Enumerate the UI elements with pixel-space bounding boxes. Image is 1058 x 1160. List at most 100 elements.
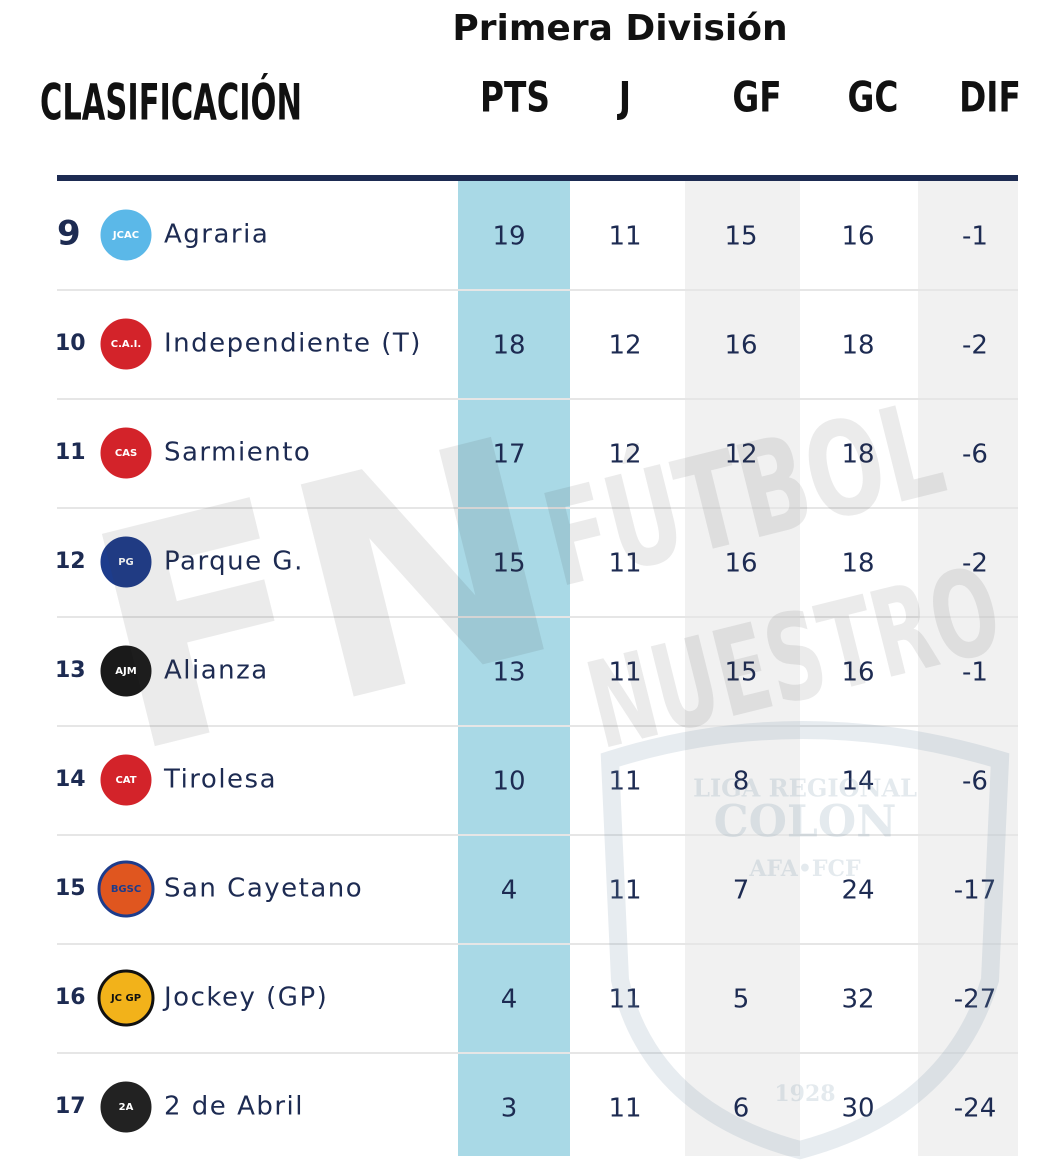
team-logo xyxy=(97,533,155,591)
gf-column-bg xyxy=(685,178,800,1156)
team-logo-text: C.A.I. xyxy=(111,339,141,350)
stat-value: -2 xyxy=(962,331,988,361)
team-logo xyxy=(97,642,155,700)
team-name: Sarmiento xyxy=(164,438,311,468)
stat-value: 16 xyxy=(841,658,874,688)
team-logo xyxy=(97,751,155,809)
stat-value: 30 xyxy=(841,1094,874,1124)
team-logo-text: BGSC xyxy=(111,884,141,895)
team-logo-text: JC GP xyxy=(110,993,141,1004)
position: 16 xyxy=(55,985,86,1010)
stat-value: 12 xyxy=(608,331,641,361)
rows: 9 JCAC Agraria 19 11 15 16 -1 10 C.A.I. Independie… xyxy=(55,206,1018,1136)
stat-value: 10 xyxy=(492,767,525,797)
team-logo-text: AJM xyxy=(115,666,136,677)
stat-value: -1 xyxy=(962,658,988,688)
crest-text: 1928 xyxy=(774,1081,835,1107)
team-logo-text: 2A xyxy=(119,1102,134,1113)
team-logo xyxy=(97,1078,155,1136)
team-logo xyxy=(97,424,155,482)
position: 13 xyxy=(55,658,86,683)
stat-value: 15 xyxy=(724,658,757,688)
stat-value: 17 xyxy=(492,440,525,470)
position: 14 xyxy=(55,767,86,792)
stat-value: -27 xyxy=(954,985,996,1015)
column-header: GC xyxy=(848,73,899,122)
league-title: Primera División xyxy=(452,8,787,49)
team-logo-text: CAT xyxy=(115,775,136,786)
stat-value: 11 xyxy=(608,549,641,579)
stat-value: 4 xyxy=(501,985,518,1015)
stat-value: 19 xyxy=(492,222,525,252)
stat-value: 32 xyxy=(841,985,874,1015)
stat-value: 7 xyxy=(733,876,750,906)
stat-value: 16 xyxy=(724,549,757,579)
team-logo xyxy=(97,315,155,373)
stat-value: 4 xyxy=(501,876,518,906)
stat-value: 11 xyxy=(608,767,641,797)
stat-value: 12 xyxy=(608,440,641,470)
column-header: DIF xyxy=(959,73,1021,122)
team-logo xyxy=(97,860,155,918)
stat-value: -24 xyxy=(954,1094,996,1124)
stat-value: 18 xyxy=(492,331,525,361)
stat-value: 13 xyxy=(492,658,525,688)
position: 12 xyxy=(55,549,86,574)
crest-text: COLON xyxy=(714,797,897,848)
stat-value: -1 xyxy=(962,222,988,252)
team-name: Alianza xyxy=(164,656,269,686)
stat-value: 18 xyxy=(841,331,874,361)
stat-value: 11 xyxy=(608,985,641,1015)
team-logo xyxy=(97,969,155,1027)
stat-value: 14 xyxy=(841,767,874,797)
stat-value: 12 xyxy=(724,440,757,470)
stat-value: 11 xyxy=(608,1094,641,1124)
crest-outline xyxy=(600,721,1010,1160)
team-logo-text: CAS xyxy=(115,448,137,459)
team-logo-text: PG xyxy=(118,557,134,568)
position: 9 xyxy=(57,214,81,254)
stat-value: 5 xyxy=(733,985,750,1015)
column-headers: PTS J GF GC DIF xyxy=(480,73,1021,122)
team-name: Agraria xyxy=(164,220,269,250)
stat-value: 18 xyxy=(841,440,874,470)
stat-value: -17 xyxy=(954,876,996,906)
team-name: Jockey (GP) xyxy=(162,983,328,1013)
stat-value: 24 xyxy=(841,876,874,906)
header-rule xyxy=(57,175,1018,181)
stat-value: 15 xyxy=(724,222,757,252)
stat-value: 18 xyxy=(841,549,874,579)
team-logo-text: JCAC xyxy=(112,230,139,241)
column-header: J xyxy=(616,73,631,122)
team-logo xyxy=(97,206,155,264)
team-name: Tirolesa xyxy=(163,765,277,795)
stat-value: 16 xyxy=(724,331,757,361)
stat-value: 3 xyxy=(501,1094,518,1124)
column-header: PTS xyxy=(480,73,550,122)
stat-value: -6 xyxy=(962,440,988,470)
stat-value: 11 xyxy=(608,658,641,688)
position: 15 xyxy=(55,876,86,901)
crest-text: AFA•FCF xyxy=(748,856,861,882)
team-name: Parque G. xyxy=(164,547,304,577)
stat-value: 16 xyxy=(841,222,874,252)
position: 17 xyxy=(55,1094,86,1119)
stat-value: 6 xyxy=(733,1094,750,1124)
position: 10 xyxy=(55,331,86,356)
team-name: San Cayetano xyxy=(164,874,363,904)
column-header: GF xyxy=(732,73,781,122)
position: 11 xyxy=(55,440,86,465)
pts-column-bg xyxy=(458,178,570,1156)
crest-text: LIGA REGIONAL xyxy=(693,774,917,803)
dif-column-bg xyxy=(918,178,1018,1156)
stat-value: 8 xyxy=(733,767,750,797)
stat-value: -2 xyxy=(962,549,988,579)
stat-value: 11 xyxy=(608,222,641,252)
stat-value: 11 xyxy=(608,876,641,906)
team-name: 2 de Abril xyxy=(164,1092,304,1122)
team-name: Independiente (T) xyxy=(164,329,422,359)
stat-value: 15 xyxy=(492,549,525,579)
table-title: CLASIFICACIÓN xyxy=(40,73,302,132)
stat-value: -6 xyxy=(962,767,988,797)
